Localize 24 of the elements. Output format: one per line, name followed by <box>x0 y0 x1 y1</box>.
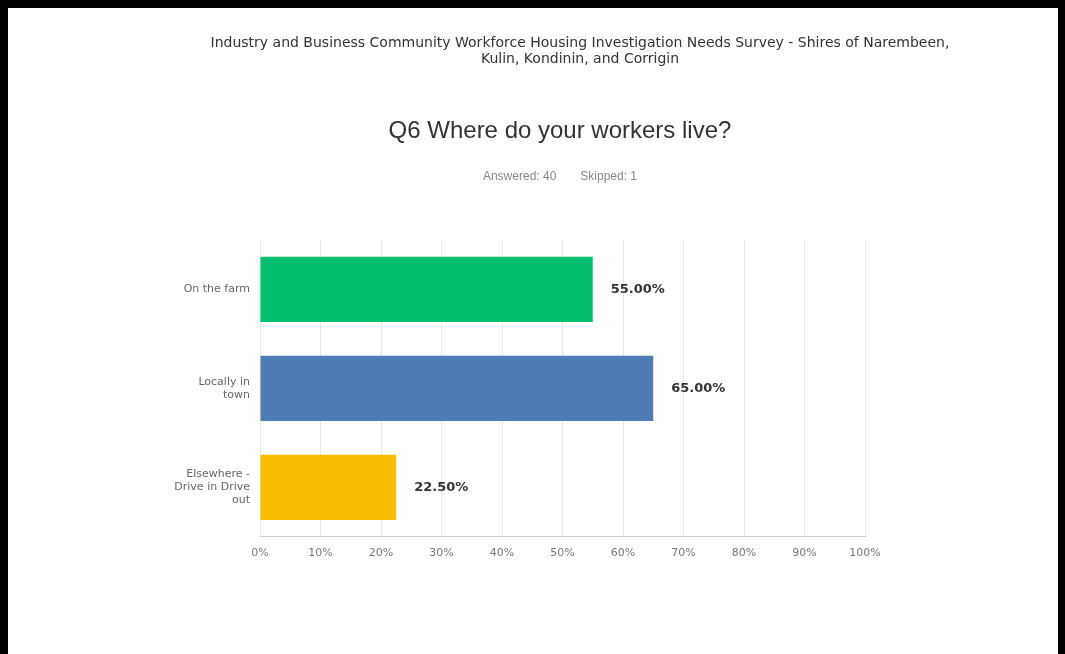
text: Skipped: 1 <box>580 169 638 183</box>
x-tick-label: 30% <box>429 546 454 560</box>
x-tick-label: 40% <box>489 546 515 560</box>
bar <box>260 256 593 322</box>
x-tick-label: 70% <box>671 546 696 560</box>
x-tick-label: 90% <box>792 546 817 560</box>
chart-title: Q6 Where do your workers live? <box>387 116 733 144</box>
data-label: 65.00% <box>671 379 726 395</box>
text: Answered: 40 <box>482 169 557 183</box>
x-tick-label: 80% <box>731 546 757 560</box>
bar <box>260 355 654 421</box>
y-tick-label: Locally in town <box>198 374 251 401</box>
x-tick-label: 0% <box>251 546 269 560</box>
x-tick-label: 100% <box>849 546 881 560</box>
data-label: 55.00% <box>610 280 665 296</box>
x-tick-label: 20% <box>368 546 394 560</box>
y-tick-label: Elsewhere - Drive in Drive out <box>174 466 251 507</box>
text: Industry and Business Community Workforce Housing Investigation Needs Survey - Shires of Narembeen, Kulin, Kondinin, and Corrigin <box>209 34 951 66</box>
data-label: 22.50% <box>414 478 469 494</box>
bar <box>260 454 397 520</box>
y-tick-label: On the farm <box>183 282 250 296</box>
x-tick-label: 10% <box>308 546 333 560</box>
x-tick-label: 50% <box>550 546 575 560</box>
x-tick-label: 60% <box>610 546 636 560</box>
